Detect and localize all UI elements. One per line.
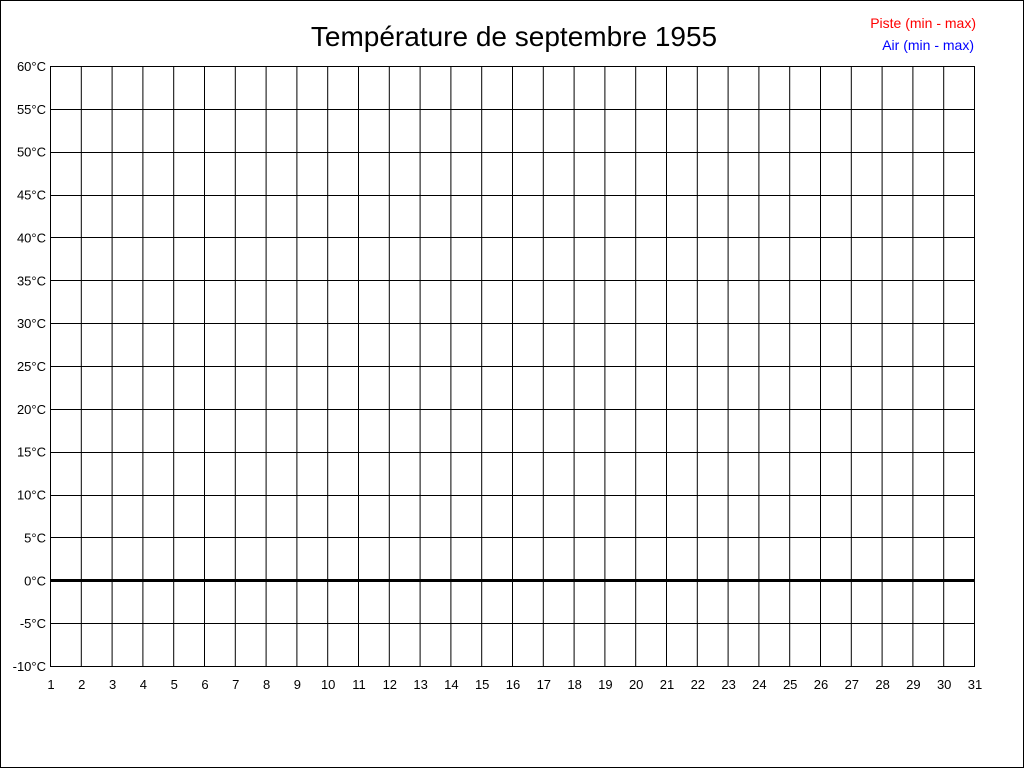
y-tick-label: 30°C	[17, 316, 46, 331]
x-tick-label: 4	[140, 677, 147, 692]
y-tick-label: 5°C	[24, 530, 46, 545]
x-tick-label: 20	[629, 677, 643, 692]
x-tick-label: 26	[814, 677, 828, 692]
x-tick-label: 27	[845, 677, 859, 692]
x-tick-label: 17	[537, 677, 551, 692]
x-tick-label: 19	[598, 677, 612, 692]
x-tick-label: 5	[171, 677, 178, 692]
y-tick-label: 15°C	[17, 445, 46, 460]
x-tick-label: 1	[47, 677, 54, 692]
x-tick-label: 15	[475, 677, 489, 692]
legend-air: Air (min - max)	[882, 37, 974, 53]
grid	[50, 66, 975, 667]
x-tick-label: 25	[783, 677, 797, 692]
y-tick-label: 55°C	[17, 102, 46, 117]
x-tick-label: 8	[263, 677, 270, 692]
x-tick-label: 28	[875, 677, 889, 692]
y-axis-ticks: -10°C -5°C 0°C 5°C 10°C 15°C 20°C 25°C 30°C 35°C 4…	[13, 59, 46, 674]
x-tick-label: 29	[906, 677, 920, 692]
y-tick-label: -5°C	[20, 616, 46, 631]
x-axis-ticks: 1 2 3 4 5 6 7 8 9 10 11 12 13 14 15 16 17 18 19 20 21 22 23 24 2…	[47, 677, 982, 692]
x-tick-label: 22	[691, 677, 705, 692]
x-tick-label: 14	[444, 677, 458, 692]
x-tick-label: 23	[721, 677, 735, 692]
y-tick-label: -10°C	[13, 659, 46, 674]
x-tick-label: 3	[109, 677, 116, 692]
y-tick-label: 10°C	[17, 488, 46, 503]
x-tick-label: 9	[294, 677, 301, 692]
x-tick-label: 10	[321, 677, 335, 692]
y-tick-label: 35°C	[17, 273, 46, 288]
x-tick-label: 7	[232, 677, 239, 692]
y-tick-label: 45°C	[17, 188, 46, 203]
x-tick-label: 12	[383, 677, 397, 692]
y-tick-label: 0°C	[24, 573, 46, 588]
x-tick-label: 6	[201, 677, 208, 692]
y-tick-label: 60°C	[17, 59, 46, 74]
x-tick-label: 24	[752, 677, 766, 692]
x-tick-label: 18	[567, 677, 581, 692]
x-tick-label: 21	[660, 677, 674, 692]
x-tick-label: 30	[937, 677, 951, 692]
y-tick-label: 50°C	[17, 145, 46, 160]
x-tick-label: 2	[78, 677, 85, 692]
x-tick-label: 11	[352, 677, 366, 692]
y-tick-label: 25°C	[17, 359, 46, 374]
chart-title: Température de septembre 1955	[311, 21, 717, 52]
x-tick-label: 13	[413, 677, 427, 692]
y-tick-label: 40°C	[17, 230, 46, 245]
y-tick-label: 20°C	[17, 402, 46, 417]
legend-piste: Piste (min - max)	[870, 15, 976, 31]
x-tick-label: 16	[506, 677, 520, 692]
x-tick-label: 31	[968, 677, 982, 692]
